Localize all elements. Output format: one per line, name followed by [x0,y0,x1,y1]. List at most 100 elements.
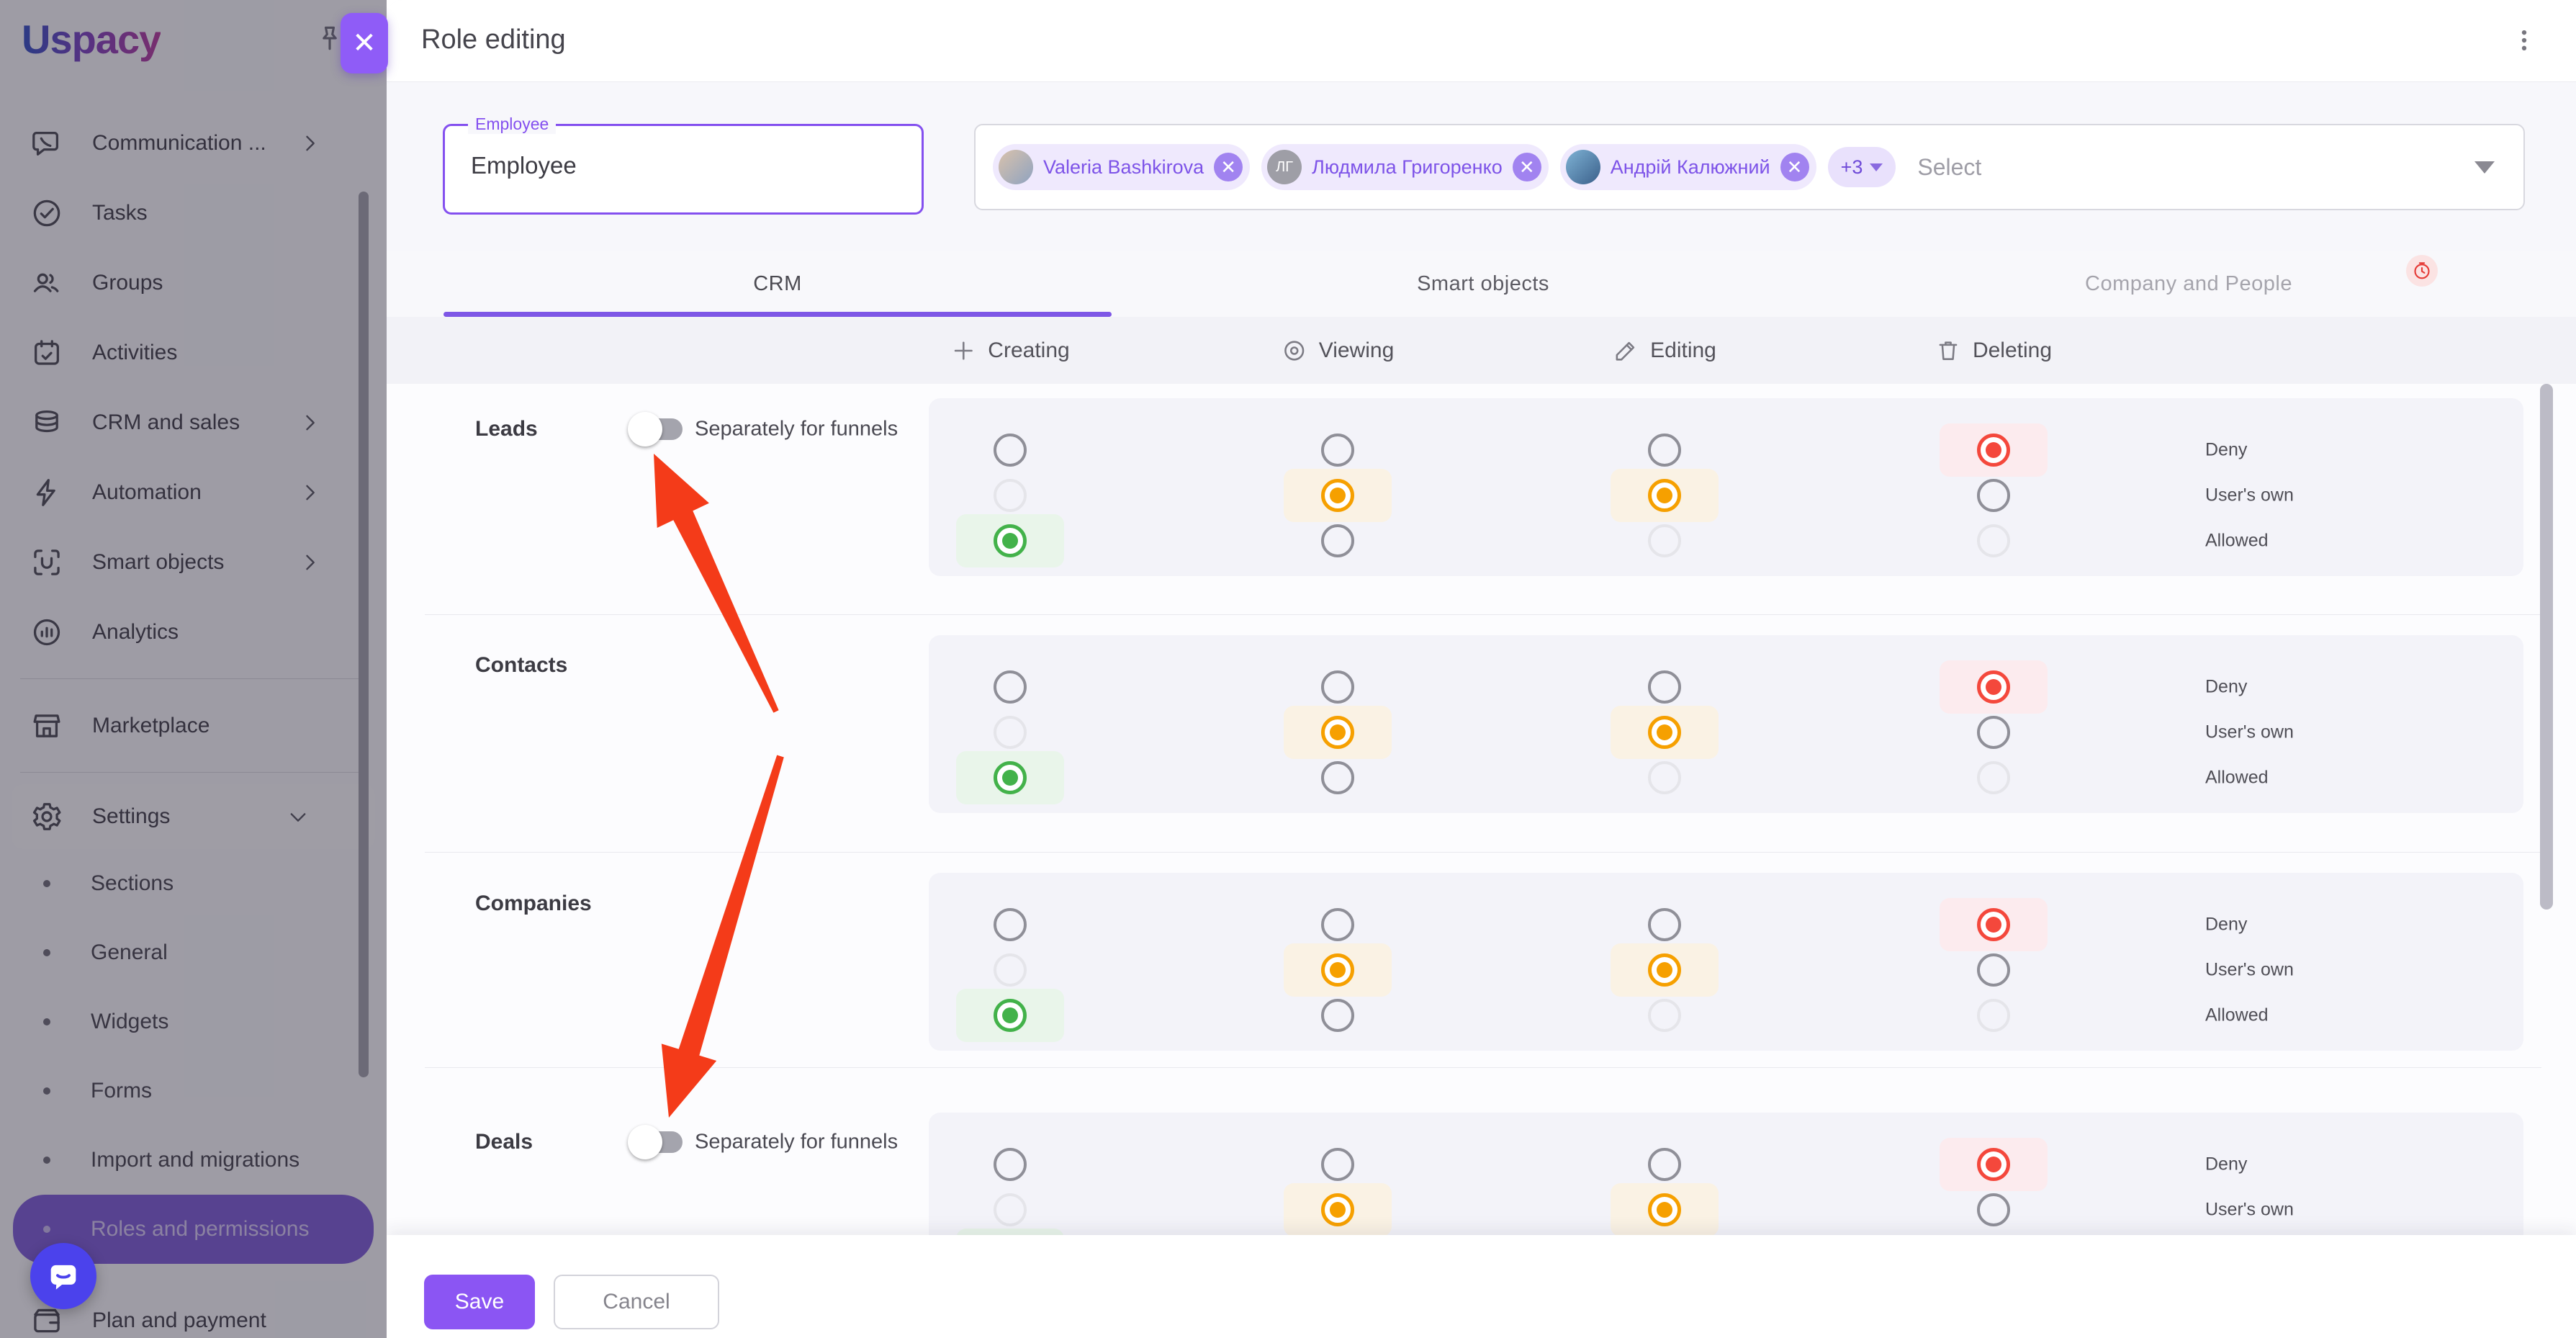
radio-deals-deleting-deny[interactable] [1977,1148,2010,1181]
radio-deals-editing-user-s-own[interactable] [1648,1193,1681,1226]
save-button[interactable]: Save [424,1275,535,1329]
radio-contacts-viewing-user-s-own[interactable] [1321,716,1354,749]
radio-leads-editing-user-s-own[interactable] [1648,479,1681,512]
sidebar-subitem-forms[interactable]: Forms [0,1056,387,1126]
radio-deals-editing-deny[interactable] [1648,1148,1681,1181]
remove-member-icon[interactable]: ✕ [1214,153,1243,181]
member-chip[interactable]: Valeria Bashkirova ✕ [993,144,1251,190]
radio-leads-viewing-user-s-own[interactable] [1321,479,1354,512]
chevron-right-icon [297,131,322,156]
radio-dot [1002,770,1018,786]
radio-companies-editing-deny[interactable] [1648,908,1681,941]
radio-contacts-deleting-user-s-own[interactable] [1977,716,2010,749]
sidebar-item-smart-objects[interactable]: Smart objects [0,527,387,597]
radio-contacts-viewing-deny[interactable] [1321,670,1354,704]
members-select[interactable]: Valeria Bashkirova ✕ ЛГ Людмила Григоренко ✕… [974,124,2525,210]
funnels-toggle-leads[interactable] [628,412,683,446]
sidebar-item-label: Smart objects [92,549,225,574]
column-header-creating: Creating [950,317,1070,384]
radio-contacts-viewing-allowed[interactable] [1321,761,1354,794]
radio-companies-creating-user-s-own[interactable] [994,953,1027,987]
modal-overlay[interactable] [0,0,387,1338]
radio-contacts-editing-user-s-own[interactable] [1648,716,1681,749]
radio-leads-deleting-allowed[interactable] [1977,524,2010,557]
sidebar-item-plan-and-payment[interactable]: Plan and payment [0,1285,387,1338]
radio-companies-creating-deny[interactable] [994,908,1027,941]
sidebar-item-label: Plan and payment [92,1308,266,1332]
tab-smart-objects[interactable]: Smart objects [1130,251,1836,317]
radio-contacts-creating-allowed[interactable] [994,761,1027,794]
radio-companies-editing-allowed[interactable] [1648,999,1681,1032]
radio-contacts-creating-deny[interactable] [994,670,1027,704]
radio-contacts-editing-allowed[interactable] [1648,761,1681,794]
radio-deals-creating-user-s-own[interactable] [994,1193,1027,1226]
radio-deals-viewing-deny[interactable] [1321,1148,1354,1181]
row-label-leads: Leads [475,417,538,441]
radio-leads-creating-allowed[interactable] [994,524,1027,557]
sidebar-item-marketplace[interactable]: Marketplace [0,691,387,760]
chat-launcher-button[interactable] [30,1243,96,1309]
radio-leads-creating-deny[interactable] [994,434,1027,467]
sidebar-item-automation[interactable]: Automation [0,457,387,527]
sidebar-item-analytics[interactable]: Analytics [0,597,387,667]
more-members-chip[interactable]: +3 [1827,147,1896,187]
radio-companies-editing-user-s-own[interactable] [1648,953,1681,987]
sidebar-subitem-label: Import and migrations [91,1148,300,1172]
sidebar-item-crm-and-sales[interactable]: CRM and sales [0,387,387,457]
radio-leads-viewing-deny[interactable] [1321,434,1354,467]
radio-deals-creating-deny[interactable] [994,1148,1027,1181]
radio-companies-deleting-allowed[interactable] [1977,999,2010,1032]
matrix-scrollbar[interactable] [2540,384,2553,910]
radio-contacts-deleting-deny[interactable] [1977,670,2010,704]
employee-field[interactable]: Employee Employee [443,115,924,215]
remove-member-icon[interactable]: ✕ [1780,153,1809,181]
radio-leads-deleting-user-s-own[interactable] [1977,479,2010,512]
radio-contacts-editing-deny[interactable] [1648,670,1681,704]
bullet-icon [43,949,50,956]
radio-companies-viewing-allowed[interactable] [1321,999,1354,1032]
radio-companies-viewing-user-s-own[interactable] [1321,953,1354,987]
radio-leads-editing-allowed[interactable] [1648,524,1681,557]
column-header-viewing: Viewing [1282,317,1394,384]
sidebar-item-tasks[interactable]: Tasks [0,178,387,248]
remove-member-icon[interactable]: ✕ [1512,153,1541,181]
sidebar-item-groups[interactable]: Groups [0,248,387,318]
close-drawer-button[interactable]: ✕ [341,13,388,73]
sidebar-subitem-import-and-migrations[interactable]: Import and migrations [0,1126,387,1195]
radio-contacts-deleting-allowed[interactable] [1977,761,2010,794]
radio-leads-editing-deny[interactable] [1648,434,1681,467]
wallet-icon [30,1304,63,1337]
sidebar-subitem-sections[interactable]: Sections [0,849,387,918]
cancel-button[interactable]: Cancel [554,1275,719,1329]
pin-icon[interactable] [314,23,346,55]
sidebar-item-communication[interactable]: Communication ... [0,108,387,178]
sidebar-subitem-label: Sections [91,871,174,895]
funnels-toggle-deals[interactable] [628,1125,683,1159]
radio-contacts-creating-user-s-own[interactable] [994,716,1027,749]
tabs: CRM Smart objects Company and People [425,251,2541,317]
radio-leads-creating-user-s-own[interactable] [994,479,1027,512]
sidebar-subitem-widgets[interactable]: Widgets [0,987,387,1056]
member-chip[interactable]: Андрій Калюжний ✕ [1559,144,1816,190]
sidebar-subitem-general[interactable]: General [0,918,387,987]
sidebar-item-activities[interactable]: Activities [0,318,387,387]
kebab-menu-icon[interactable] [2510,26,2539,55]
tab-crm[interactable]: CRM [425,251,1130,317]
chevron-down-icon[interactable] [2474,161,2495,174]
radio-companies-deleting-deny[interactable] [1977,908,2010,941]
plus-icon [950,338,976,364]
sidebar-scrollbar[interactable] [359,192,369,1077]
member-chip[interactable]: ЛГ Людмила Григоренко ✕ [1261,144,1549,190]
radio-companies-viewing-deny[interactable] [1321,908,1354,941]
tab-company-and-people[interactable]: Company and People [1836,251,2541,317]
radio-companies-deleting-user-s-own[interactable] [1977,953,2010,987]
bullet-icon [43,1087,50,1095]
radio-leads-viewing-allowed[interactable] [1321,524,1354,557]
gear-icon [30,800,63,833]
radio-leads-deleting-deny[interactable] [1977,434,2010,467]
radio-deals-viewing-user-s-own[interactable] [1321,1193,1354,1226]
sidebar-item-settings[interactable]: Settings [12,784,375,849]
radio-companies-creating-allowed[interactable] [994,999,1027,1032]
radio-deals-deleting-user-s-own[interactable] [1977,1193,2010,1226]
